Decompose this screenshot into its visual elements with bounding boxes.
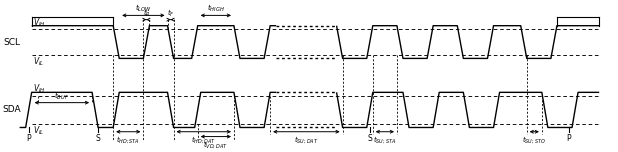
Text: $V_{IL}$: $V_{IL}$ [33,124,44,137]
Text: $V_{IL}$: $V_{IL}$ [33,55,44,68]
Text: SDA: SDA [2,105,21,114]
Text: $t_{BUF}$: $t_{BUF}$ [54,91,69,102]
Text: $t_F$: $t_F$ [167,8,174,19]
Text: $t_{SU;DAT}$: $t_{SU;DAT}$ [294,134,319,145]
Text: $V_{IH}$: $V_{IH}$ [33,16,46,29]
Text: P: P [567,134,571,143]
Text: S: S [367,134,372,143]
Text: $t_{VD;DAT}$: $t_{VD;DAT}$ [203,139,228,150]
Text: P: P [27,134,31,143]
Text: $t_R$: $t_R$ [143,8,150,19]
Text: $t_{HIGH}$: $t_{HIGH}$ [207,3,225,14]
Text: $t_{LOW}$: $t_{LOW}$ [135,3,152,14]
Text: $t_{SU;STO}$: $t_{SU;STO}$ [522,134,546,145]
Text: $t_{HD;STA}$: $t_{HD;STA}$ [116,134,140,145]
Text: $t_{SU;STA}$: $t_{SU;STA}$ [373,134,396,145]
Text: $t_{HD;DAT}$: $t_{HD;DAT}$ [191,134,216,145]
Text: S: S [96,134,101,143]
Text: $V_{IH}$: $V_{IH}$ [33,83,46,95]
Text: SCL: SCL [4,38,21,47]
